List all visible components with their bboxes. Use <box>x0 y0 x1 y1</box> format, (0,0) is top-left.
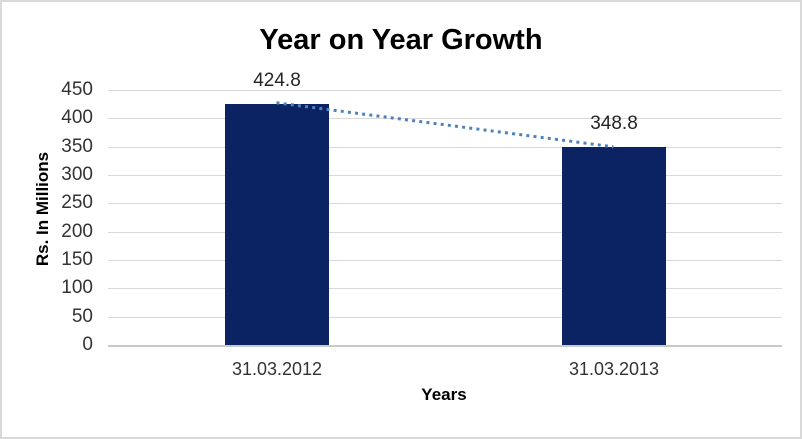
gridline <box>108 118 782 119</box>
x-axis-title: Years <box>421 385 467 404</box>
x-axis-line <box>108 345 782 347</box>
bar-data-label: 424.8 <box>253 70 301 91</box>
bar <box>225 104 329 345</box>
gridline <box>108 288 782 289</box>
gridline <box>108 317 782 318</box>
gridline <box>108 90 782 91</box>
y-tick-label: 50 <box>71 306 93 327</box>
x-tick-label: 31.03.2013 <box>568 359 660 379</box>
bar-data-label: 348.8 <box>590 113 638 134</box>
gridline <box>108 260 782 261</box>
gridline <box>108 147 782 148</box>
chart-title: Year on Year Growth <box>259 24 543 56</box>
y-tick-label: 400 <box>61 107 93 128</box>
y-tick-label: 100 <box>61 277 93 298</box>
gridline <box>108 175 782 176</box>
y-tick-label: 450 <box>61 79 93 100</box>
bar <box>562 147 666 345</box>
y-tick-label: 250 <box>61 192 93 213</box>
y-tick-label: 0 <box>82 334 93 355</box>
y-tick-label: 200 <box>61 221 93 242</box>
y-tick-label: 150 <box>61 249 93 270</box>
y-tick-label: 300 <box>61 164 93 185</box>
y-tick-label: 350 <box>61 136 93 157</box>
x-tick-label: 31.03.2012 <box>231 359 323 379</box>
gridline <box>108 203 782 204</box>
gridline <box>108 232 782 233</box>
